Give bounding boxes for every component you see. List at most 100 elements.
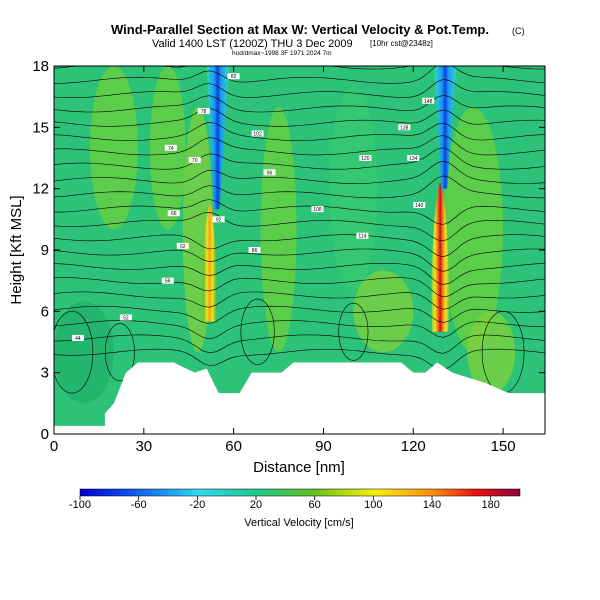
contour-label-bg — [167, 210, 180, 217]
contour-label-text: 78 — [201, 109, 207, 115]
contour-labels: 44 52 56 62 66 70 74 78 82 86 92 96 102 108 114 120 128 1… — [71, 73, 435, 342]
colorbar-tick-label: -20 — [189, 499, 205, 511]
contour-label-bg — [197, 107, 210, 114]
theta-contour — [54, 211, 545, 242]
contour-label: 92 — [212, 216, 225, 223]
contour-label: 148 — [422, 97, 435, 105]
field-patch — [89, 66, 138, 230]
contour-label-text: 148 — [424, 99, 433, 105]
chart-title-mark: (C) — [512, 26, 525, 36]
contour-label-text: 66 — [171, 211, 177, 217]
contour-label: 44 — [71, 334, 84, 342]
x-tick-label: 0 — [50, 438, 58, 455]
contour-label-bg — [422, 97, 435, 104]
axis-ticks: 0 30 60 90 120 150 0 3 6 9 12 15 18 — [32, 58, 545, 455]
colorbar-tick-label: 100 — [364, 499, 382, 511]
theta-contour — [54, 334, 545, 354]
contour-label-text: 56 — [165, 279, 171, 285]
theta-contour — [54, 311, 94, 394]
contour-label: 74 — [164, 144, 177, 152]
theta-contour — [54, 94, 545, 113]
field-patch — [329, 86, 378, 291]
contour-label-text: 108 — [313, 207, 322, 213]
contour-label-text: 62 — [180, 244, 186, 250]
updraft-core — [431, 182, 449, 332]
colorbar-tick-label: 20 — [250, 499, 262, 511]
contour-label-text: 44 — [75, 336, 81, 342]
contour-label: 52 — [119, 314, 132, 321]
colorbar-tick-label: 180 — [481, 499, 499, 511]
contour-label-bg — [407, 155, 420, 161]
contour-label: 128 — [398, 124, 411, 131]
terrain — [54, 362, 545, 434]
contour-label-bg — [311, 206, 324, 213]
contour-label: 140 — [413, 202, 426, 209]
theta-contour — [54, 348, 545, 371]
contour-label-bg — [161, 277, 174, 284]
colorbar-tick-label: 140 — [423, 499, 441, 511]
contour-label-bg — [227, 73, 240, 80]
contour-label-bg — [119, 314, 132, 321]
y-tick-label: 9 — [41, 242, 49, 259]
theta-contour — [54, 147, 545, 170]
colorbar-ticks: -100 -60 -20 20 60 100 140 180 — [69, 496, 500, 511]
field-patch — [443, 106, 504, 353]
contour-label-text: 96 — [267, 170, 273, 176]
theta-contour — [54, 108, 545, 127]
contour-label-bg — [359, 155, 372, 161]
contour-label-text: 102 — [253, 131, 262, 137]
theta-contour — [54, 66, 545, 84]
contour-label-text: 74 — [168, 146, 174, 152]
contour-label-bg — [164, 144, 177, 151]
theta-contour — [338, 302, 369, 361]
chart-subtitle: Valid 1400 LST (1200Z) THU 3 Dec 2009 — [152, 38, 353, 50]
contour-label: 134 — [407, 155, 420, 162]
field-patch — [260, 106, 297, 353]
contour-label-text: 52 — [123, 315, 129, 321]
contour-label-text: 120 — [361, 156, 370, 162]
contour-label: 56 — [161, 277, 174, 285]
contour-label-bg — [398, 124, 411, 131]
contour-label: 62 — [176, 242, 189, 250]
contour-label: 86 — [248, 247, 261, 254]
contour-label-bg — [251, 130, 264, 137]
contour-label-bg — [188, 157, 201, 164]
contour-label-bg — [356, 232, 369, 239]
x-tick-label: 30 — [135, 438, 152, 455]
theta-contour — [54, 175, 545, 199]
chart-subtitle-2: hod/dmax~1998 3F 1971 2024 7m — [232, 50, 332, 57]
colorbar-tick-label: -100 — [69, 499, 91, 511]
y-tick-label: 15 — [32, 119, 49, 136]
chart-subtitle-note: [10hr cst@2348z] — [370, 39, 433, 48]
contour-label-bg — [263, 169, 276, 176]
theta-contour — [54, 160, 545, 184]
theta-contour — [104, 323, 135, 382]
theta-contour — [54, 121, 545, 141]
theta-contour — [54, 199, 545, 225]
x-tick-label: 120 — [401, 438, 426, 455]
contour-label-text: 140 — [415, 203, 424, 209]
theta-contour — [54, 305, 545, 324]
field-patch — [54, 301, 114, 404]
y-tick-label: 6 — [41, 303, 49, 320]
contour-label-bg — [413, 202, 426, 209]
x-tick-label: 60 — [225, 438, 242, 455]
contour-label: 70 — [188, 157, 201, 164]
colorbar-tick-label: -60 — [131, 499, 147, 511]
theta-contour — [54, 291, 545, 310]
y-tick-label: 18 — [32, 58, 49, 75]
theta-contour — [54, 234, 545, 258]
field-patch — [353, 270, 414, 353]
contour-label: 114 — [356, 232, 369, 240]
updraft-core — [202, 203, 217, 322]
contour-label-text: 92 — [216, 217, 222, 223]
y-axis-label: Height [Kft MSL] — [8, 195, 25, 304]
contour-label-bg — [176, 242, 189, 249]
contour-label-bg — [212, 216, 225, 223]
contour-label: 82 — [227, 73, 240, 80]
theta-contour — [54, 79, 545, 99]
y-tick-label: 12 — [32, 181, 49, 198]
contour-label: 78 — [197, 107, 210, 115]
colorbar-label: Vertical Velocity [cm/s] — [244, 517, 353, 529]
